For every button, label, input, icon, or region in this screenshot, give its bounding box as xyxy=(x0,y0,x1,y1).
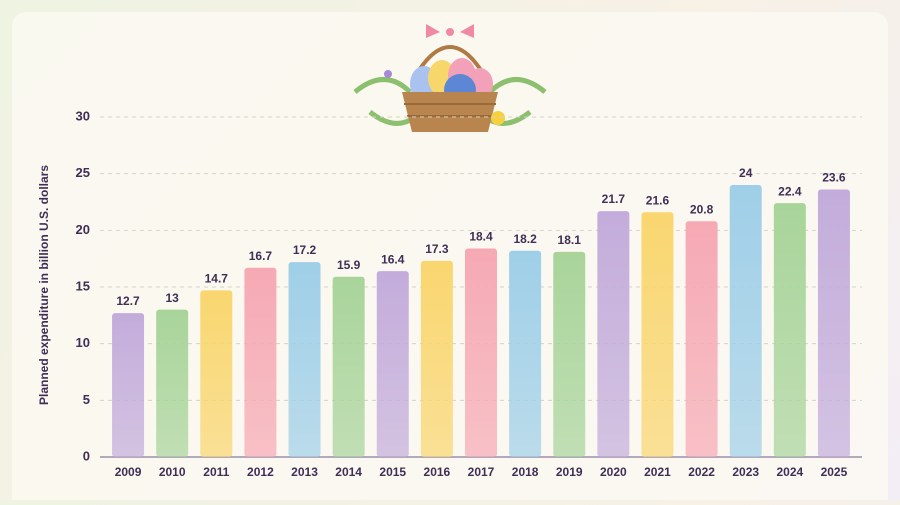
x-tick-label: 2017 xyxy=(468,465,495,479)
value-label: 17.3 xyxy=(425,242,449,256)
x-tick-label: 2020 xyxy=(600,465,627,479)
x-tick-label: 2011 xyxy=(203,465,229,479)
bar xyxy=(685,221,718,457)
bar xyxy=(244,267,277,457)
value-label: 18.2 xyxy=(513,232,537,246)
bar xyxy=(112,313,145,457)
bar xyxy=(420,260,453,457)
x-tick-label: 2010 xyxy=(159,465,186,479)
value-label: 24 xyxy=(739,166,753,180)
bar xyxy=(288,262,321,457)
x-tick-label: 2013 xyxy=(291,465,318,479)
value-label: 15.9 xyxy=(337,258,361,272)
x-tick-label: 2025 xyxy=(821,465,848,479)
value-label: 13 xyxy=(165,291,179,305)
x-tick-label: 2014 xyxy=(335,465,362,479)
y-tick-label: 0 xyxy=(83,448,90,463)
y-tick-label: 5 xyxy=(83,392,90,407)
value-label: 21.7 xyxy=(602,192,626,206)
x-tick-label: 2023 xyxy=(732,465,759,479)
bar xyxy=(376,271,409,457)
bar xyxy=(332,276,365,457)
x-tick-label: 2015 xyxy=(379,465,406,479)
bar xyxy=(465,248,497,457)
x-tick-label: 2009 xyxy=(115,465,142,479)
value-label: 23.6 xyxy=(822,171,846,185)
bar xyxy=(597,211,630,457)
x-tick-label: 2021 xyxy=(644,465,671,479)
bar xyxy=(641,212,674,457)
bar xyxy=(553,251,586,457)
bar xyxy=(509,250,542,457)
value-label: 18.4 xyxy=(469,230,493,244)
x-tick-label: 2022 xyxy=(688,465,715,479)
y-tick-label: 25 xyxy=(76,165,90,180)
value-label: 22.4 xyxy=(778,184,802,198)
basket-decoration xyxy=(353,24,547,132)
value-label: 14.7 xyxy=(205,272,229,286)
y-tick-label: 30 xyxy=(76,108,90,123)
value-label: 16.7 xyxy=(249,249,273,263)
bar xyxy=(729,185,762,457)
bar xyxy=(773,203,806,457)
value-label: 21.6 xyxy=(646,193,670,207)
x-tick-label: 2016 xyxy=(424,465,451,479)
value-label: 17.2 xyxy=(293,243,317,257)
bar xyxy=(200,290,233,457)
x-tick-label: 2019 xyxy=(556,465,583,479)
value-label: 12.7 xyxy=(116,294,140,308)
y-tick-label: 15 xyxy=(76,278,90,293)
bar xyxy=(156,309,189,457)
x-tick-label: 2012 xyxy=(247,465,274,479)
x-tick-label: 2024 xyxy=(776,465,803,479)
value-label: 18.1 xyxy=(558,233,582,247)
x-tick-label: 2018 xyxy=(512,465,539,479)
y-tick-label: 10 xyxy=(76,335,90,350)
value-label: 16.4 xyxy=(381,252,405,266)
bar xyxy=(817,189,850,458)
value-label: 20.8 xyxy=(690,202,714,216)
y-tick-label: 20 xyxy=(76,222,90,237)
y-axis-label: Planned expenditure in billion U.S. doll… xyxy=(37,165,51,405)
